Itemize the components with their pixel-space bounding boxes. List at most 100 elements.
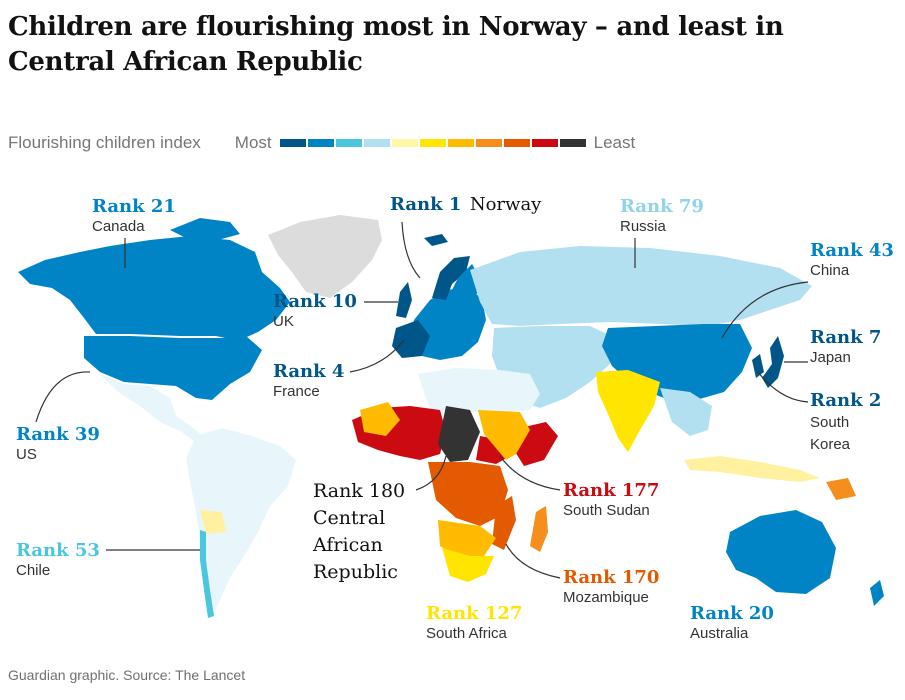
legend-label: Flourishing children index (8, 133, 201, 152)
russia (470, 246, 812, 326)
annotation-rank: Rank 1 (390, 194, 462, 215)
legend-swatch (559, 139, 586, 147)
annotation-rank: Rank 21 (92, 196, 176, 217)
leader-central-african-republic (415, 455, 447, 491)
europe (410, 288, 486, 360)
annotation-rank: Rank 43 (810, 240, 894, 261)
usa (84, 336, 262, 400)
annotation-country: Russia (620, 218, 666, 235)
annotation-rank: Rank 127 (426, 603, 523, 624)
leader-norway (401, 221, 421, 279)
africa-sahel (360, 402, 400, 436)
legend-color-scale (279, 139, 586, 147)
annotation-country: South Sudan (563, 502, 650, 519)
annotation-country: France (273, 383, 320, 400)
mexico-central-america (100, 374, 208, 446)
annotation-us: Rank 39 US (16, 424, 100, 464)
annotation-russia: Rank 79 Russia (620, 196, 704, 236)
legend-swatch (419, 139, 446, 147)
annotation-uk: Rank 10 UK (273, 291, 357, 331)
southeast-asia (660, 388, 712, 436)
arctic-islands (170, 218, 240, 240)
annotation-south-sudan: Rank 177 South Sudan (563, 480, 659, 520)
source-note: Guardian graphic. Source: The Lancet (8, 667, 246, 683)
canada (18, 236, 290, 340)
legend-swatch (391, 139, 418, 147)
annotation-south-africa: Rank 127 South Africa (426, 603, 522, 643)
france (392, 320, 430, 358)
annotation-south-korea: Rank 2 South Korea (810, 390, 890, 456)
annotation-rank: Rank 79 (620, 196, 704, 217)
legend: Flourishing children index Most Least (8, 132, 641, 154)
annotation-france: Rank 4 France (273, 361, 344, 401)
annotation-country: Norway (469, 194, 542, 215)
legend-swatch (503, 139, 530, 147)
norway (432, 256, 470, 300)
annotation-country: China (810, 262, 850, 279)
chile (200, 530, 214, 618)
leader-south-korea (757, 371, 809, 403)
leader-france (349, 339, 405, 373)
africa-east (478, 410, 530, 460)
annotation-australia: Rank 20 Australia (690, 603, 774, 643)
annotation-rank: Rank 53 (16, 540, 100, 561)
africa-north (418, 368, 540, 412)
leader-south-sudan (499, 455, 561, 491)
mozambique (492, 496, 516, 550)
bolivia (200, 510, 226, 534)
annotation-norway: Rank 1 Norway (390, 194, 541, 215)
annotation-canada: Rank 21 Canada (92, 196, 176, 236)
leader-china (721, 281, 809, 339)
legend-swatch (531, 139, 558, 147)
annotation-country: South Africa (426, 625, 507, 642)
africa-south-central (438, 520, 496, 558)
annotation-rank: Rank 7 (810, 327, 882, 348)
annotation-central-african-republic: Rank 180 Central African Republic (313, 478, 413, 586)
annotation-country: Mozambique (563, 589, 649, 606)
iceland (424, 234, 448, 246)
central-african-republic (438, 406, 480, 462)
annotation-rank: Rank 39 (16, 424, 100, 445)
annotation-country: Australia (690, 625, 749, 642)
annotation-rank: Rank 177 (563, 480, 660, 501)
new-zealand (870, 580, 884, 606)
annotation-rank: Rank 10 (273, 291, 357, 312)
leader-mozambique (505, 543, 561, 579)
annotation-chile: Rank 53 Chile (16, 540, 100, 580)
annotation-country: South Korea (810, 414, 851, 453)
papua-new-guinea (826, 478, 856, 500)
legend-swatch (279, 139, 306, 147)
annotation-country: Canada (92, 218, 145, 235)
uk (396, 282, 412, 318)
legend-least-label: Least (593, 133, 636, 152)
greenland (268, 215, 382, 298)
legend-swatch (335, 139, 362, 147)
chart-title: Children are flourishing most in Norway … (8, 12, 784, 77)
leader-lines (35, 221, 809, 579)
annotation-country: US (16, 446, 37, 463)
south-america (186, 428, 296, 616)
japan (762, 336, 784, 388)
annotation-rank: Rank 20 (690, 603, 774, 624)
world-map (18, 215, 884, 618)
legend-swatch (307, 139, 334, 147)
leader-us (35, 371, 91, 423)
indonesia (684, 456, 820, 482)
annotation-country: Japan (810, 349, 851, 366)
annotation-rank: Rank 170 (563, 567, 660, 588)
madagascar (530, 506, 548, 552)
annotation-mozambique: Rank 170 Mozambique (563, 567, 659, 607)
legend-swatch (447, 139, 474, 147)
india (596, 370, 660, 452)
annotation-rank: Rank 180 (313, 480, 406, 502)
south-africa (442, 548, 494, 582)
legend-swatch (363, 139, 390, 147)
annotation-rank: Rank 4 (273, 361, 345, 382)
annotation-country: UK (273, 313, 294, 330)
land-masses (18, 215, 884, 618)
annotation-country: Central African Republic (313, 507, 398, 583)
annotation-japan: Rank 7 Japan (810, 327, 881, 367)
annotation-country: Chile (16, 562, 51, 579)
south-korea (752, 354, 764, 378)
australia (726, 510, 836, 594)
